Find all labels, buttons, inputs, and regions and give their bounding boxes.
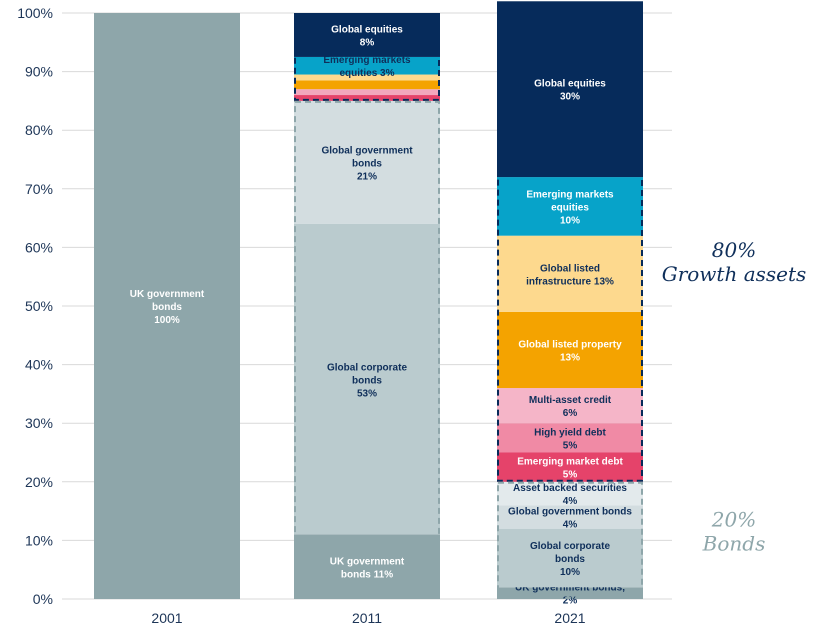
group-outline [294,100,440,600]
group-outlines [294,13,643,600]
bars: UK government bonds 100% UK government bonds… [94,1,643,607]
y-tick-label: 30% [25,415,53,431]
bar-segment-light-pink-segment [294,89,440,96]
data-label: Global equities 30% [534,79,606,103]
bar-segment-global-government-bonds [497,505,643,529]
data-label: High yield debt 5% [534,427,606,451]
y-tick-label: 10% [25,532,53,548]
bar-segment-global-listed-infrastructure [497,235,643,312]
data-label: UK government bonds, 2% [515,583,625,607]
x-tick-label: 2021 [554,610,585,626]
bar-segment-global-equities [497,1,643,178]
data-label: Global government bonds 4% [508,506,632,530]
bar-segment-uk-government-bonds [497,587,643,599]
data-label: UK government bonds 11% [330,556,405,580]
bar-segment-global-corporate-bonds [294,223,440,535]
x-tick-label: 2011 [352,610,382,626]
bar-segment-global-government-bonds [294,100,440,224]
data-label: Emerging markets equities 10% [526,189,614,226]
data-label: Emerging markets equities 3% [323,55,411,79]
data-label: Global corporate bonds 10% [530,541,610,578]
data-label: Multi-asset credit 6% [529,395,612,419]
data-label: UK government bonds 100% [130,289,205,326]
bar-segment-uk-government-bonds [94,13,240,599]
bar-segment-high-yield-debt [497,423,643,453]
bar-segment-multi-asset-credit [497,388,643,424]
annotation: 80% Growth assets [662,238,807,286]
data-label: Global government bonds 21% [321,145,413,182]
bar-segment-global-equities [294,13,440,57]
group-outline [497,13,643,482]
y-tick-label: 60% [25,239,53,255]
y-tick-label: 0% [33,591,53,607]
data-label: Global listed property 13% [518,339,622,363]
y-tick-label: 90% [25,64,53,80]
y-axis: 0% 10% 20% 30% 40% 50% 60% 70% 80% 90% 100% [17,5,53,607]
data-label: Global equities 8% [331,24,403,48]
bar-segment-orange-segment [294,80,440,90]
y-tick-label: 100% [17,5,53,21]
annotation: 20% Bonds [702,508,766,556]
y-tick-label: 70% [25,181,53,197]
bar-segment-emerging-market-debt [497,452,643,482]
data-label: Global listed infrastructure 13% [526,263,614,287]
bar-segment-pink-segment [294,95,440,101]
bar-segment-emerging-markets-equities [294,56,440,75]
y-tick-label: 20% [25,474,53,490]
data-label: Asset backed securities 4% [513,483,627,507]
bar-segment-emerging-markets-equities [497,177,643,236]
y-tick-label: 80% [25,122,53,138]
y-tick-label: 50% [25,298,53,314]
group-outline [294,13,440,101]
bar-segment-asset-backed-securities [497,481,643,506]
x-tick-label: 2001 [151,610,182,626]
bar-segment-uk-government-bonds [294,534,440,599]
x-axis: 2001 2011 2021 [151,610,585,626]
y-tick-label: 40% [25,357,53,373]
data-label: Global corporate bonds 53% [327,362,407,399]
data-label: Emerging market debt 5% [517,457,623,481]
group-outline [497,481,643,599]
bar-segment-light-orange-segment [294,74,440,81]
side-annotations: 80% Growth assets 20% Bonds [662,238,807,556]
bar-segment-global-corporate-bonds [497,528,643,588]
bar-segment-global-listed-property [497,311,643,389]
